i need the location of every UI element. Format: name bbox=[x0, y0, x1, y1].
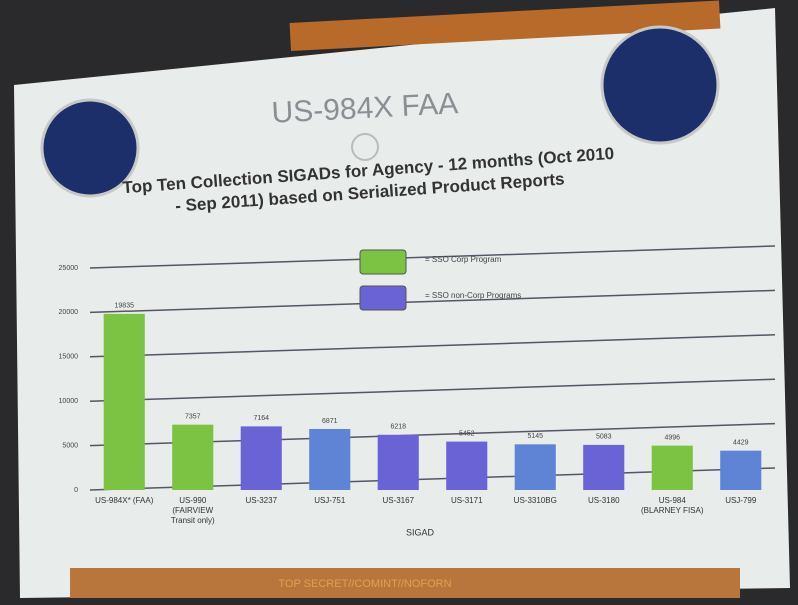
value-label: 4429 bbox=[733, 440, 749, 447]
x-axis-label: SIGAD bbox=[406, 527, 435, 537]
x-tick-label: US-990 (FAIRVIEW Transit only) bbox=[160, 496, 226, 526]
y-tick-label: 5000 bbox=[62, 442, 78, 449]
x-tick-label: US-3167 bbox=[365, 496, 431, 506]
x-tick-label: US-984X* (FAA) bbox=[91, 496, 157, 506]
bar bbox=[515, 444, 556, 490]
y-tick-label: 15000 bbox=[59, 354, 79, 361]
bar bbox=[583, 445, 624, 490]
value-label: 5145 bbox=[527, 433, 543, 440]
value-label: 5452 bbox=[459, 430, 475, 437]
bar bbox=[720, 451, 761, 490]
x-tick-label: US-984 (BLARNEY FISA) bbox=[639, 496, 705, 516]
value-label: 19835 bbox=[115, 303, 135, 310]
bar bbox=[446, 442, 487, 490]
value-label: 6871 bbox=[322, 418, 338, 425]
slide-footer: TOP SECRET//COMINT//NOFORN bbox=[278, 578, 451, 590]
x-tick-label: US-3310BG bbox=[502, 496, 568, 506]
x-tick-label: USJ-799 bbox=[708, 496, 774, 506]
legend-label: = SSO non-Corp Programs bbox=[425, 291, 521, 300]
bar bbox=[652, 446, 693, 490]
y-tick-label: 10000 bbox=[59, 398, 79, 405]
legend-swatch bbox=[360, 286, 406, 310]
x-tick-label: US-3237 bbox=[228, 496, 294, 506]
value-label: 4996 bbox=[664, 434, 680, 441]
sso-seal bbox=[602, 27, 718, 143]
bar bbox=[241, 426, 282, 490]
bar bbox=[309, 429, 350, 490]
x-tick-label: US-3180 bbox=[571, 496, 637, 506]
y-tick-label: 20000 bbox=[59, 309, 79, 316]
legend-label: = SSO Corp Program bbox=[425, 255, 502, 264]
legend-swatch bbox=[360, 250, 406, 274]
bar bbox=[172, 425, 213, 490]
bar bbox=[378, 435, 419, 490]
x-tick-label: US-3171 bbox=[434, 496, 500, 506]
value-label: 7164 bbox=[253, 415, 269, 422]
value-label: 7357 bbox=[185, 414, 201, 421]
y-tick-label: 25000 bbox=[59, 265, 79, 272]
y-tick-label: 0 bbox=[74, 487, 78, 494]
screenshot: US-984X FAA TOP SECRET//COMINT//NOFORN T… bbox=[0, 0, 798, 605]
value-label: 6218 bbox=[390, 424, 406, 431]
bar bbox=[104, 314, 145, 490]
value-label: 5083 bbox=[596, 434, 612, 441]
x-tick-label: USJ-751 bbox=[297, 496, 363, 506]
